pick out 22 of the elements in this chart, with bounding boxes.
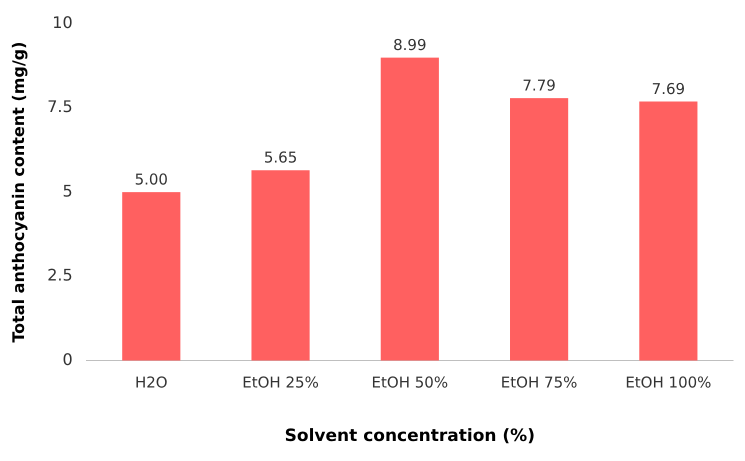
y-axis-title: Total anthocyanin content (mg/g) <box>8 42 28 343</box>
x-axis-title: Solvent concentration (%) <box>284 426 535 446</box>
data-label: 7.79 <box>522 76 556 94</box>
bar <box>639 101 698 361</box>
bar <box>251 170 310 361</box>
data-label: 8.99 <box>393 36 427 54</box>
x-tick-label: H2O <box>134 373 168 392</box>
x-tick-label: EtOH 50% <box>372 373 448 392</box>
y-tick-label: 5 <box>62 181 73 200</box>
data-label: 5.00 <box>134 170 168 188</box>
y-tick-label: 2.5 <box>47 266 73 285</box>
y-tick-label: 10 <box>52 12 73 32</box>
y-tick-label: 7.5 <box>47 97 73 116</box>
bar <box>122 192 180 361</box>
x-tick-label: EtOH 25% <box>242 373 319 392</box>
x-tick-label: EtOH 75% <box>500 373 578 392</box>
data-label: 7.69 <box>652 80 686 98</box>
y-tick-label: 0 <box>62 350 73 369</box>
bar <box>380 58 439 361</box>
x-tick-label: EtOH 100% <box>625 373 712 392</box>
bar <box>510 98 568 361</box>
data-label: 5.65 <box>264 148 298 167</box>
